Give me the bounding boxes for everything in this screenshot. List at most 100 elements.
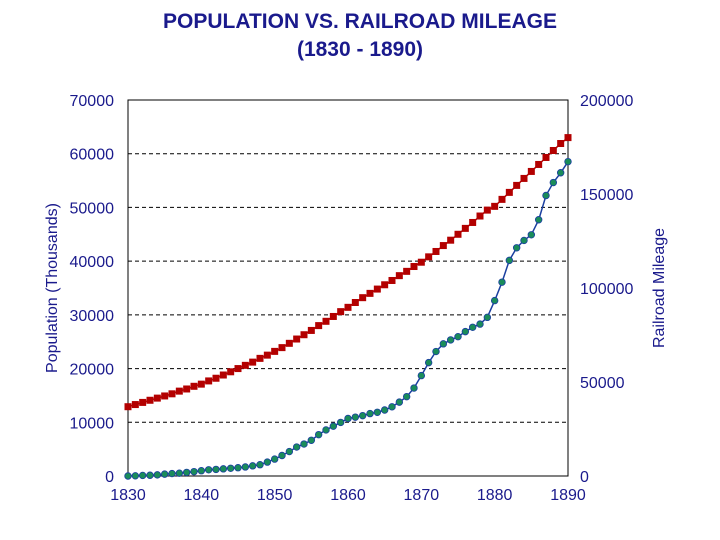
data-point (388, 403, 396, 411)
data-point (329, 422, 338, 430)
data-point (476, 320, 484, 328)
data-point (337, 308, 345, 316)
y2-tick-label: 100000 (580, 281, 633, 298)
plot-area (127, 99, 569, 477)
data-point (168, 469, 176, 478)
data-point (417, 258, 425, 266)
data-point (395, 398, 404, 406)
y-tick-label: 20000 (70, 362, 115, 379)
data-point (505, 256, 514, 265)
data-point (424, 358, 433, 367)
data-point (564, 134, 572, 142)
data-point (446, 336, 455, 344)
data-point (491, 202, 499, 210)
data-point (336, 418, 345, 427)
data-point (366, 409, 374, 418)
data-point (160, 470, 169, 478)
data-point (307, 326, 315, 334)
data-point (549, 146, 557, 154)
y-tick-label: 30000 (70, 308, 115, 325)
data-point (256, 354, 264, 362)
y-tick-label: 10000 (70, 415, 115, 432)
data-point (410, 384, 418, 392)
data-point (366, 289, 374, 297)
data-point (520, 236, 528, 245)
data-point (161, 392, 169, 400)
data-point (197, 467, 206, 475)
y-axis-right: 0 50000 100000 150000 200000 (580, 93, 633, 486)
data-point (197, 380, 205, 388)
data-point (285, 447, 294, 456)
data-point (520, 174, 528, 182)
data-point (527, 231, 536, 239)
data-point (513, 181, 521, 189)
y-axis-label: Population (Thousands) (44, 203, 61, 373)
data-point (542, 153, 550, 161)
data-point (549, 178, 558, 187)
data-point (542, 191, 550, 200)
data-point (271, 347, 279, 355)
data-point (432, 247, 440, 255)
data-point (461, 327, 470, 336)
data-point (351, 299, 359, 307)
x-tick-label: 1890 (550, 487, 586, 504)
data-point (183, 385, 191, 393)
y2-axis-label: Railroad Mileage (651, 228, 668, 348)
data-point (557, 140, 565, 148)
data-point (498, 278, 506, 286)
y-tick-label: 40000 (70, 254, 115, 271)
data-point (168, 390, 176, 398)
data-point (124, 472, 132, 480)
data-point (204, 466, 213, 474)
data-point (182, 468, 191, 477)
data-point (447, 236, 455, 244)
y2-tick-label: 200000 (580, 93, 633, 110)
y-axis-left: 0 10000 20000 30000 40000 50000 60000 70000 (70, 93, 115, 486)
data-point (483, 313, 492, 322)
data-point (439, 340, 448, 348)
data-point (380, 406, 389, 414)
data-point (205, 377, 213, 385)
x-tick-label: 1880 (477, 487, 513, 504)
data-point (241, 361, 249, 369)
data-point (512, 244, 521, 252)
data-point (425, 253, 433, 261)
chart-title-main: POPULATION VS. RAILROAD MILEAGE (163, 10, 557, 33)
data-point (131, 472, 140, 480)
data-point (534, 216, 543, 224)
data-point (417, 371, 426, 380)
data-point (439, 242, 447, 250)
x-tick-label: 1870 (404, 487, 440, 504)
data-point (315, 322, 323, 330)
data-point (344, 303, 352, 311)
data-point (263, 458, 272, 466)
data-point (388, 276, 396, 284)
data-point (146, 471, 154, 479)
data-point (410, 263, 418, 271)
x-tick-label: 1850 (257, 487, 293, 504)
data-point (219, 465, 228, 473)
data-point (300, 440, 308, 448)
data-point (307, 436, 316, 444)
data-point (483, 206, 491, 214)
x-tick-label: 1840 (184, 487, 220, 504)
data-point (285, 339, 293, 347)
data-point (146, 396, 154, 404)
data-point (454, 230, 462, 238)
data-point (505, 188, 513, 196)
data-point (351, 413, 360, 421)
data-point (359, 294, 367, 302)
data-point (322, 317, 330, 325)
data-point (219, 371, 227, 379)
data-point (175, 469, 184, 477)
data-point (153, 394, 161, 402)
data-point (344, 414, 352, 423)
data-point (373, 285, 381, 293)
data-point (248, 462, 257, 470)
data-point (190, 382, 198, 390)
data-point (234, 365, 242, 373)
data-point (490, 296, 499, 305)
y2-tick-label: 0 (580, 469, 589, 486)
data-point (175, 387, 183, 395)
